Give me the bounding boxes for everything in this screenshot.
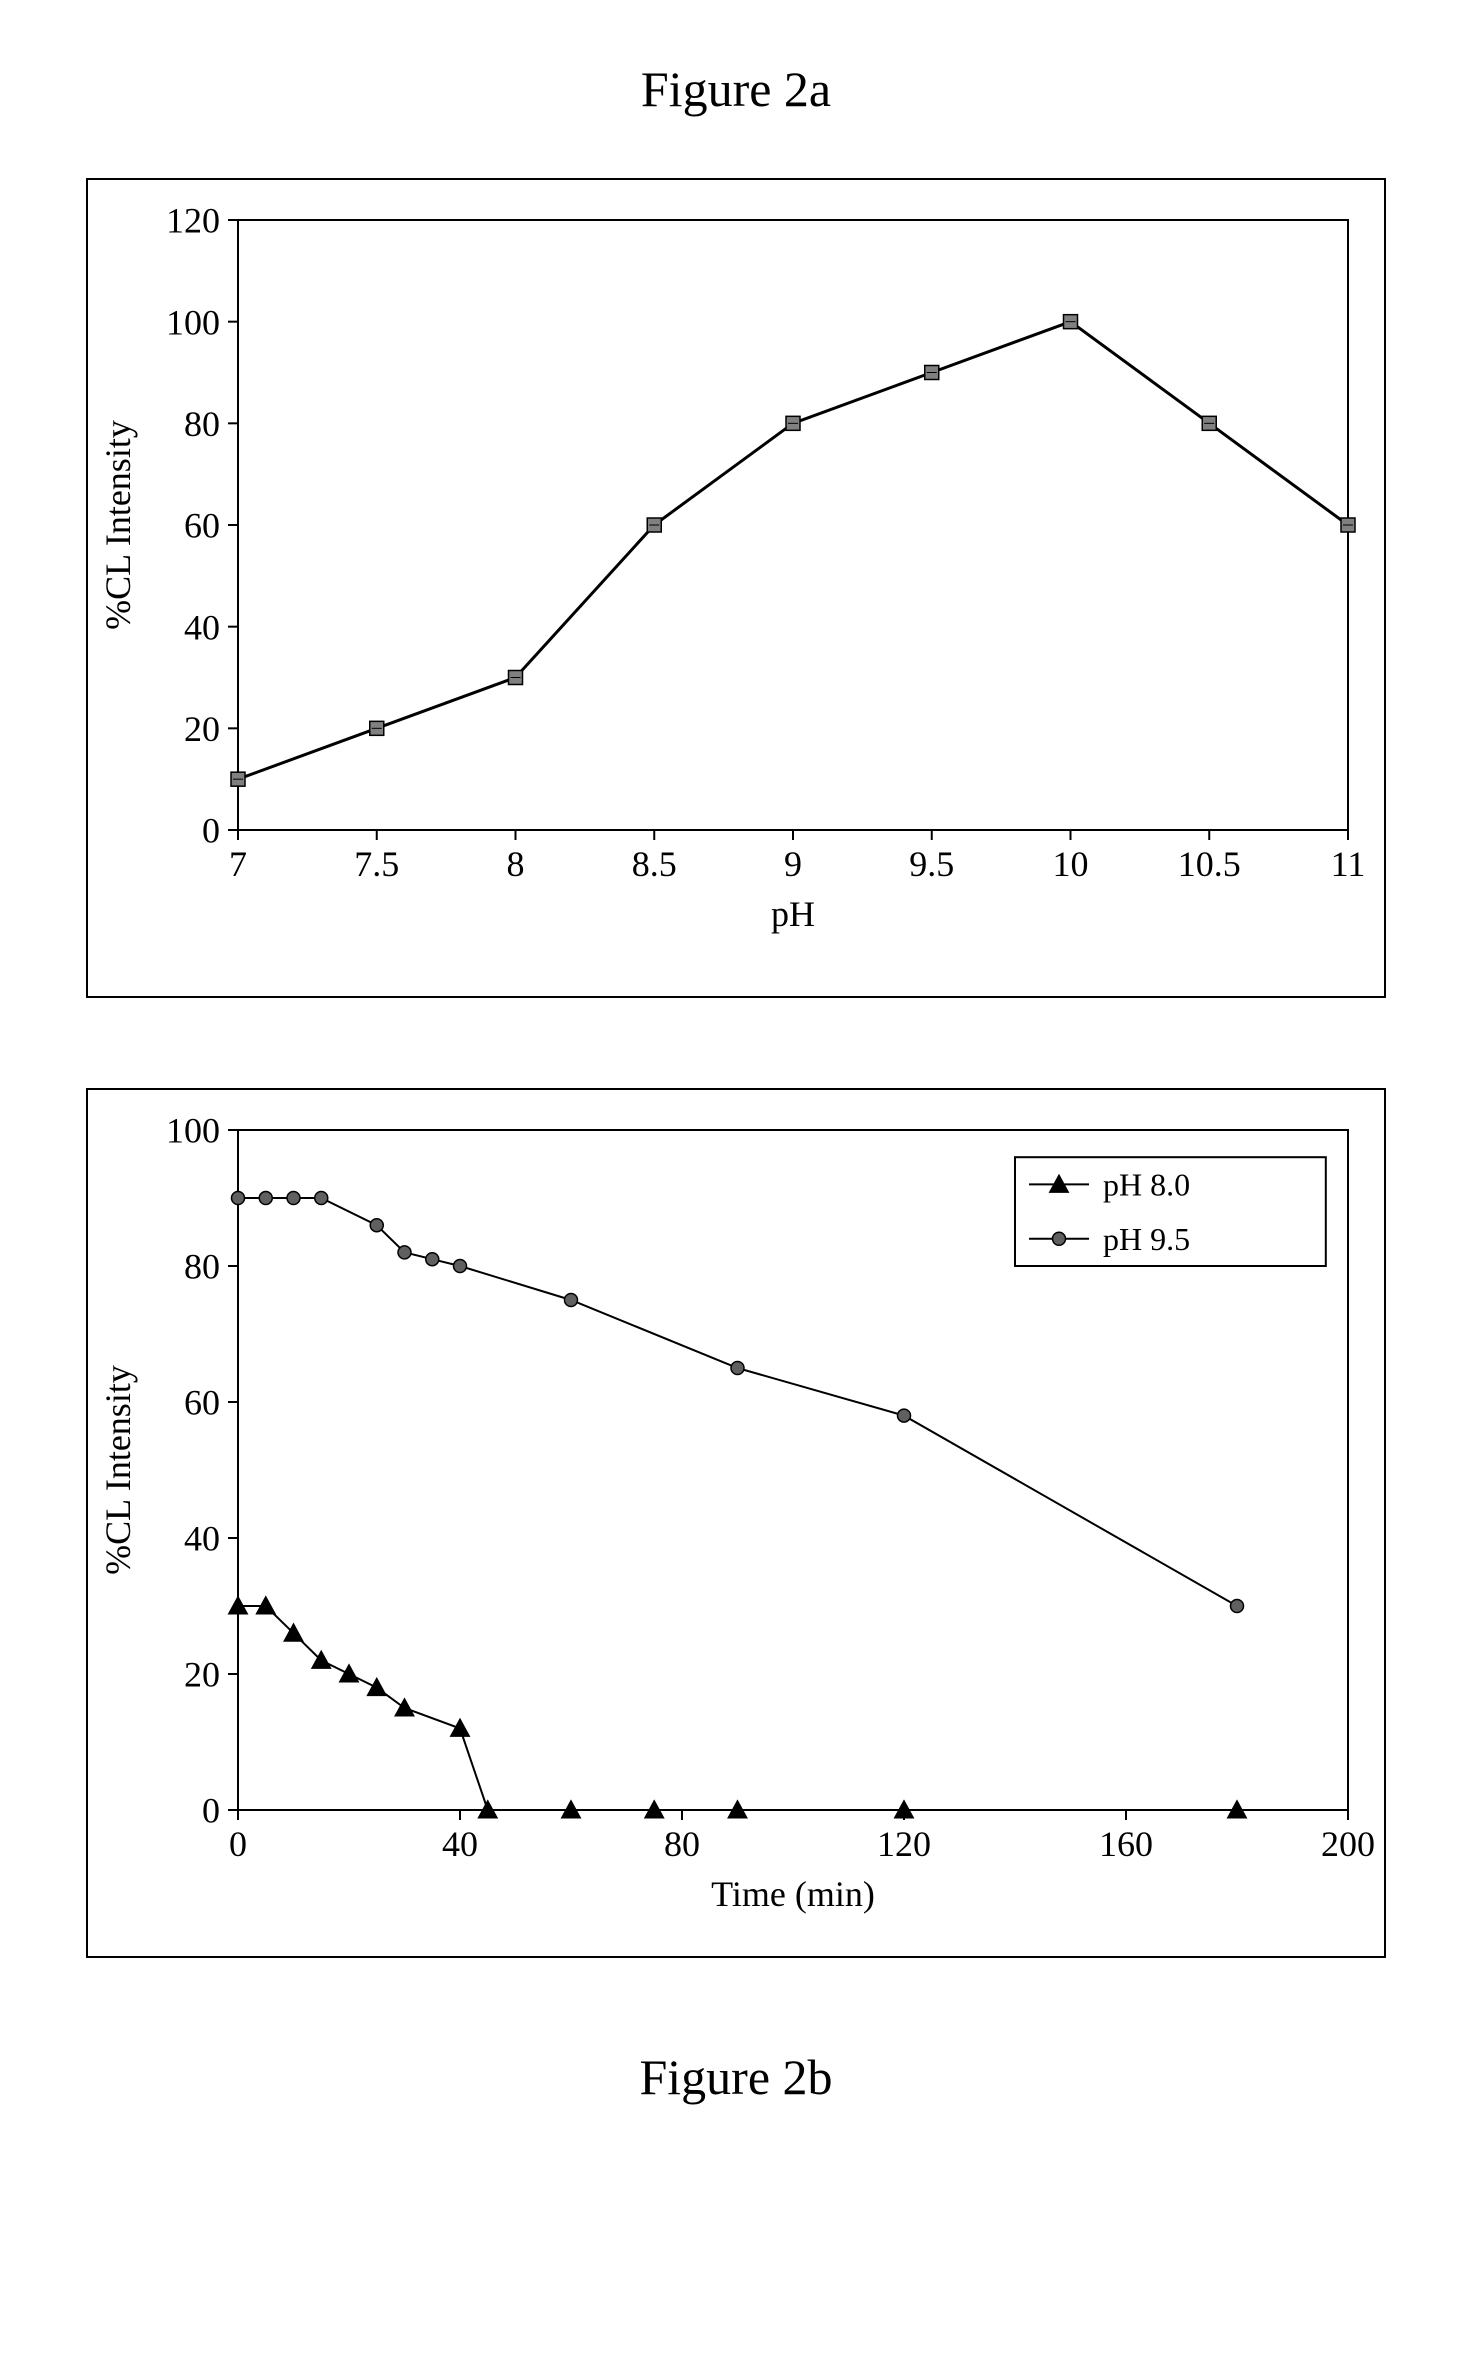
x-tick-label: 7.5 (354, 844, 399, 884)
x-tick-label: 160 (1099, 1824, 1153, 1864)
y-tick-label: 80 (184, 1247, 220, 1287)
chart-b: 0 20 40 60 80 100 0 40 80 120 160 200 Time (min) %CL … (88, 1090, 1388, 1960)
y-tick-label: 40 (184, 607, 220, 647)
y-tick-label: 80 (184, 404, 220, 444)
y-tick-label: 60 (184, 506, 220, 546)
x-tick-label: 9.5 (909, 844, 954, 884)
y-tick-label: 40 (184, 1519, 220, 1559)
chart-a-container: 0 20 40 60 80 100 120 7 7.5 8 8.5 9 9.5 10 10.5 11 pH %CL… (86, 178, 1386, 998)
y-axis-label: %CL Intensity (98, 420, 138, 630)
y-tick-label: 0 (202, 1791, 220, 1831)
x-tick-label: 8 (507, 844, 525, 884)
y-tick-label: 0 (202, 811, 220, 851)
figure-a-title: Figure 2a (80, 60, 1392, 118)
x-tick-label: 120 (877, 1824, 931, 1864)
x-tick-label: 200 (1321, 1824, 1375, 1864)
x-axis-label: pH (771, 894, 815, 934)
y-tick-label: 20 (184, 709, 220, 749)
chart-b-container: 0 20 40 60 80 100 0 40 80 120 160 200 Time (min) %CL … (86, 1088, 1386, 1958)
legend-label: pH 9.5 (1103, 1221, 1190, 1257)
x-axis-label: Time (min) (711, 1874, 875, 1914)
page: Figure 2a 0 20 40 60 80 100 120 7 7.5 8 8.5 9 9.5 10 1… (0, 0, 1472, 2206)
x-tick-label: 0 (229, 1824, 247, 1864)
chart-a: 0 20 40 60 80 100 120 7 7.5 8 8.5 9 9.5 10 10.5 11 pH %CL… (88, 180, 1388, 1000)
x-tick-label: 40 (442, 1824, 478, 1864)
figure-b-title: Figure 2b (80, 2048, 1392, 2106)
x-tick-label: 10 (1053, 844, 1089, 884)
y-tick-label: 20 (184, 1655, 220, 1695)
y-tick-label: 100 (166, 1111, 220, 1151)
legend-label: pH 8.0 (1103, 1167, 1190, 1203)
x-tick-label: 8.5 (632, 844, 677, 884)
x-tick-label: 7 (229, 844, 247, 884)
y-tick-label: 120 (166, 201, 220, 241)
x-tick-label: 80 (664, 1824, 700, 1864)
plot-area (238, 220, 1348, 830)
y-tick-label: 100 (166, 302, 220, 342)
y-axis-label: %CL Intensity (98, 1365, 138, 1575)
x-tick-label: 11 (1331, 844, 1366, 884)
y-tick-label: 60 (184, 1383, 220, 1423)
x-tick-label: 10.5 (1178, 844, 1241, 884)
x-tick-label: 9 (784, 844, 802, 884)
